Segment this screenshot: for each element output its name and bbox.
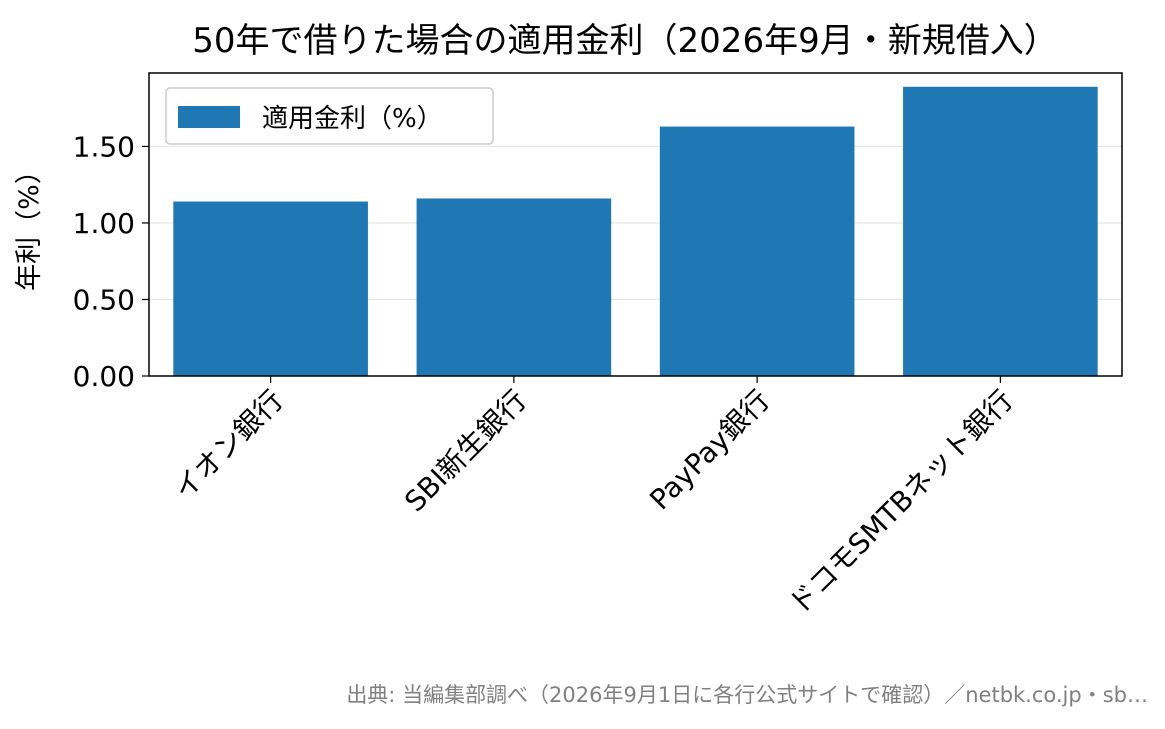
y-axis-label: 年利（%） xyxy=(14,157,45,291)
legend: 適用金利（%） xyxy=(165,87,494,145)
bar xyxy=(173,201,368,376)
y-tick-label: 0.50 xyxy=(73,283,135,316)
x-tick-label: イオン銀行 xyxy=(167,384,289,506)
legend-label: 適用金利（%） xyxy=(262,104,443,134)
source-note: 出典: 当編集部調べ（2026年9月1日に各行公式サイトで確認）／netbk.c… xyxy=(346,683,1148,707)
x-tick-label: ドコモSMTBネット銀行 xyxy=(782,384,1019,621)
chart-title: 50年で借りた場合の適用金利（2026年9月・新規借入） xyxy=(192,21,1057,61)
y-axis-ticks: 0.00 0.50 1.00 1.50 xyxy=(73,130,149,393)
bar xyxy=(659,126,855,376)
plot-frame xyxy=(148,72,1123,377)
bars xyxy=(173,86,1098,376)
x-tick-label: PayPay銀行 xyxy=(643,384,776,517)
legend-swatch xyxy=(178,106,240,128)
bar xyxy=(903,86,1098,376)
legend-box xyxy=(165,87,494,145)
x-axis-ticks: イオン銀行 SBI新生銀行 PayPay銀行 ドコモSMTBネット銀行 xyxy=(167,376,1019,621)
y-tick-label: 0.00 xyxy=(73,360,135,393)
x-tick-label: SBI新生銀行 xyxy=(398,384,533,519)
y-tick-label: 1.00 xyxy=(73,207,135,240)
bar xyxy=(416,198,612,376)
y-tick-label: 1.50 xyxy=(73,130,135,163)
